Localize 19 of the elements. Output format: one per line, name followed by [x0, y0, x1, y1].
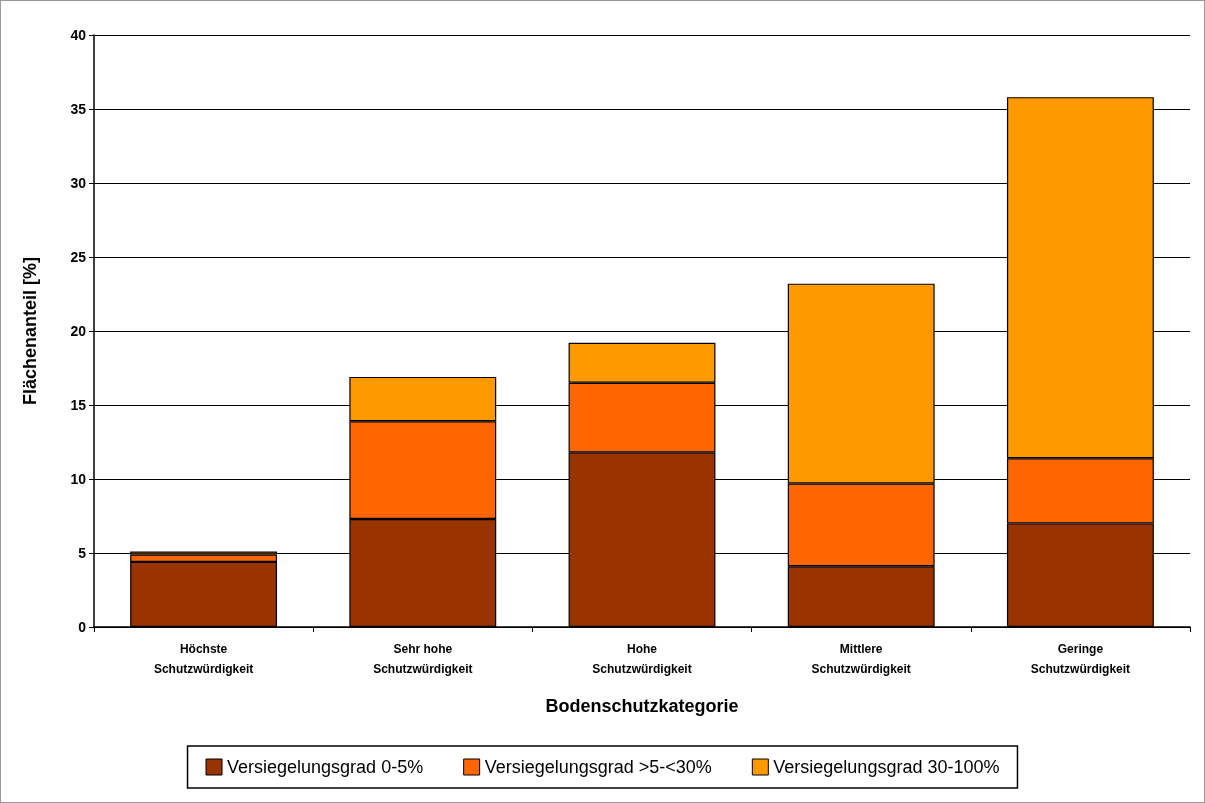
y-tick-label: 25 — [70, 249, 87, 265]
x-axis-title: Bodenschutzkategorie — [545, 696, 739, 716]
legend-label: Versiegelungsgrad 0-5% — [227, 757, 424, 777]
y-axis-title: Flächenanteil [%] — [20, 256, 40, 406]
x-tick-label: Mittlere Schutzwürdigkeit — [811, 642, 911, 676]
y-tick-label: 15 — [70, 397, 87, 413]
x-tick-label: Geringe Schutzwürdigkeit — [1030, 642, 1131, 676]
y-tick-label: 5 — [78, 545, 87, 561]
y-tick-label: 35 — [70, 101, 87, 117]
legend-label: Versiegelungsgrad 30-100% — [773, 757, 1000, 777]
y-tick-label: 20 — [70, 323, 87, 339]
legend-label: Versiegelungsgrad >5-<30% — [484, 757, 712, 777]
y-tick-label: 0 — [78, 619, 87, 635]
x-tick-label: Sehr hohe Schutzwürdigkeit — [373, 642, 473, 676]
x-tick-label: Hohe Schutzwürdigkeit — [592, 642, 692, 676]
y-tick-label: 30 — [70, 175, 87, 191]
y-tick-label: 40 — [70, 27, 87, 43]
y-tick-label: 10 — [70, 471, 87, 487]
x-tick-label: Höchste Schutzwürdigkeit — [153, 642, 254, 676]
